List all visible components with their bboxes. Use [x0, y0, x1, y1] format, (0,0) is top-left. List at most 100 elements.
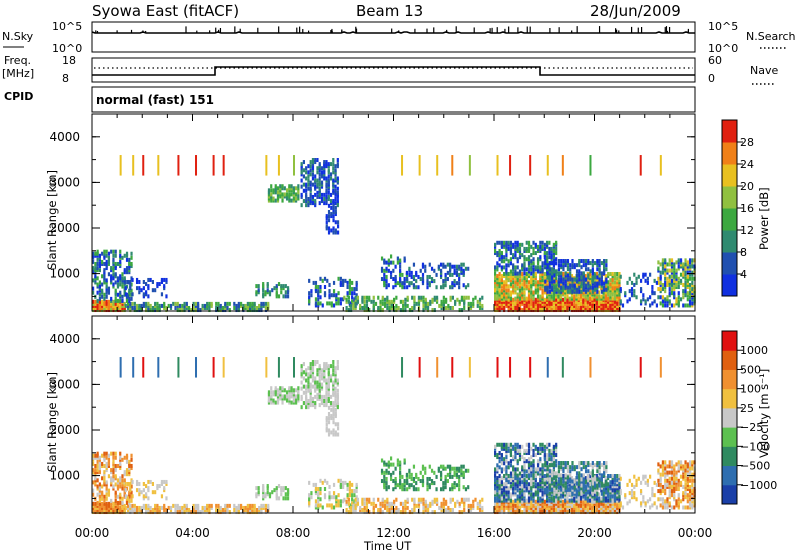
- data-cell: [326, 416, 328, 420]
- data-cell: [629, 297, 631, 301]
- data-cell: [373, 304, 375, 308]
- data-cell: [126, 454, 128, 458]
- data-cell: [465, 296, 467, 300]
- data-cell: [337, 360, 339, 364]
- data-cell: [669, 269, 671, 273]
- data-cell: [368, 498, 370, 502]
- data-cell: [626, 281, 628, 285]
- data-cell: [591, 297, 593, 301]
- data-cell: [321, 395, 323, 399]
- data-cell: [134, 302, 136, 306]
- data-cell: [307, 170, 309, 174]
- data-cell: [544, 276, 546, 280]
- data-cell: [165, 496, 167, 500]
- data-cell: [521, 282, 523, 286]
- data-cell: [384, 504, 386, 508]
- data-cell: [101, 282, 103, 286]
- data-cell: [535, 251, 537, 255]
- data-cell: [351, 281, 353, 285]
- data-cell: [129, 280, 131, 284]
- data-cell: [580, 282, 582, 286]
- data-cell: [404, 298, 406, 302]
- data-cell: [314, 376, 316, 380]
- data-cell: [145, 290, 147, 294]
- data-cell: [99, 495, 101, 499]
- data-cell: [330, 162, 332, 166]
- data-cell: [334, 399, 336, 403]
- data-cell: [449, 273, 451, 277]
- data-cell: [404, 302, 406, 306]
- data-cell: [479, 504, 481, 508]
- data-cell: [560, 263, 562, 267]
- data-cell: [126, 258, 128, 262]
- data-cell: [565, 284, 567, 288]
- data-cell: [669, 279, 671, 283]
- data-cell: [528, 486, 530, 490]
- data-cell: [574, 263, 576, 267]
- data-cell: [97, 299, 99, 303]
- data-cell: [285, 496, 287, 500]
- data-cell: [465, 487, 467, 491]
- data-cell: [301, 179, 303, 183]
- data-cell: [407, 498, 409, 502]
- data-cell: [310, 401, 312, 405]
- data-cell: [268, 390, 270, 394]
- data-cell: [245, 304, 247, 308]
- data-cell: [361, 296, 363, 300]
- data-cell: [549, 290, 551, 294]
- data-cell: [517, 286, 519, 290]
- data-cell: [505, 257, 507, 261]
- data-cell: [112, 474, 114, 478]
- data-cell: [605, 277, 607, 281]
- data-cell: [127, 496, 129, 500]
- data-cell: [523, 290, 525, 294]
- data-cell: [332, 170, 334, 174]
- data-cell: [373, 502, 375, 506]
- data-cell: [612, 297, 614, 301]
- data-cell: [238, 302, 240, 306]
- data-cell: [353, 493, 355, 497]
- data-cell: [508, 284, 510, 288]
- data-cell: [535, 280, 537, 284]
- data-cell: [541, 267, 543, 271]
- data-cell: [553, 306, 555, 310]
- data-cell: [562, 155, 564, 176]
- data-cell: [226, 508, 228, 512]
- data-cell: [390, 456, 392, 460]
- data-cell: [666, 269, 668, 273]
- data-cell: [326, 503, 328, 507]
- data-cell: [431, 479, 433, 483]
- data-cell: [136, 506, 138, 510]
- data-cell: [297, 184, 299, 188]
- data-cell: [325, 195, 327, 199]
- data-cell: [458, 467, 460, 471]
- data-cell: [501, 480, 503, 484]
- data-cell: [312, 195, 314, 199]
- data-cell: [547, 263, 549, 267]
- data-cell: [384, 500, 386, 504]
- data-cell: [422, 263, 424, 267]
- data-cell: [131, 306, 133, 310]
- data-cell: [392, 471, 394, 475]
- data-cell: [526, 241, 528, 245]
- data-cell: [143, 504, 145, 508]
- data-cell: [333, 281, 335, 285]
- data-cell: [392, 487, 394, 491]
- data-cell: [532, 297, 534, 301]
- data-cell: [541, 241, 543, 245]
- data-cell: [317, 301, 319, 305]
- data-cell: [675, 283, 677, 287]
- data-cell: [435, 285, 437, 289]
- data-cell: [125, 506, 127, 510]
- data-cell: [165, 278, 167, 282]
- data-cell: [217, 504, 219, 508]
- data-cell: [574, 284, 576, 288]
- data-cell: [335, 220, 337, 224]
- data-cell: [519, 278, 521, 282]
- data-cell: [578, 259, 580, 263]
- data-cell: [521, 480, 523, 484]
- data-cell: [270, 192, 272, 196]
- data-cell: [454, 300, 456, 304]
- data-cell: [208, 504, 210, 508]
- n-search-tick-top: 10^5: [708, 20, 738, 33]
